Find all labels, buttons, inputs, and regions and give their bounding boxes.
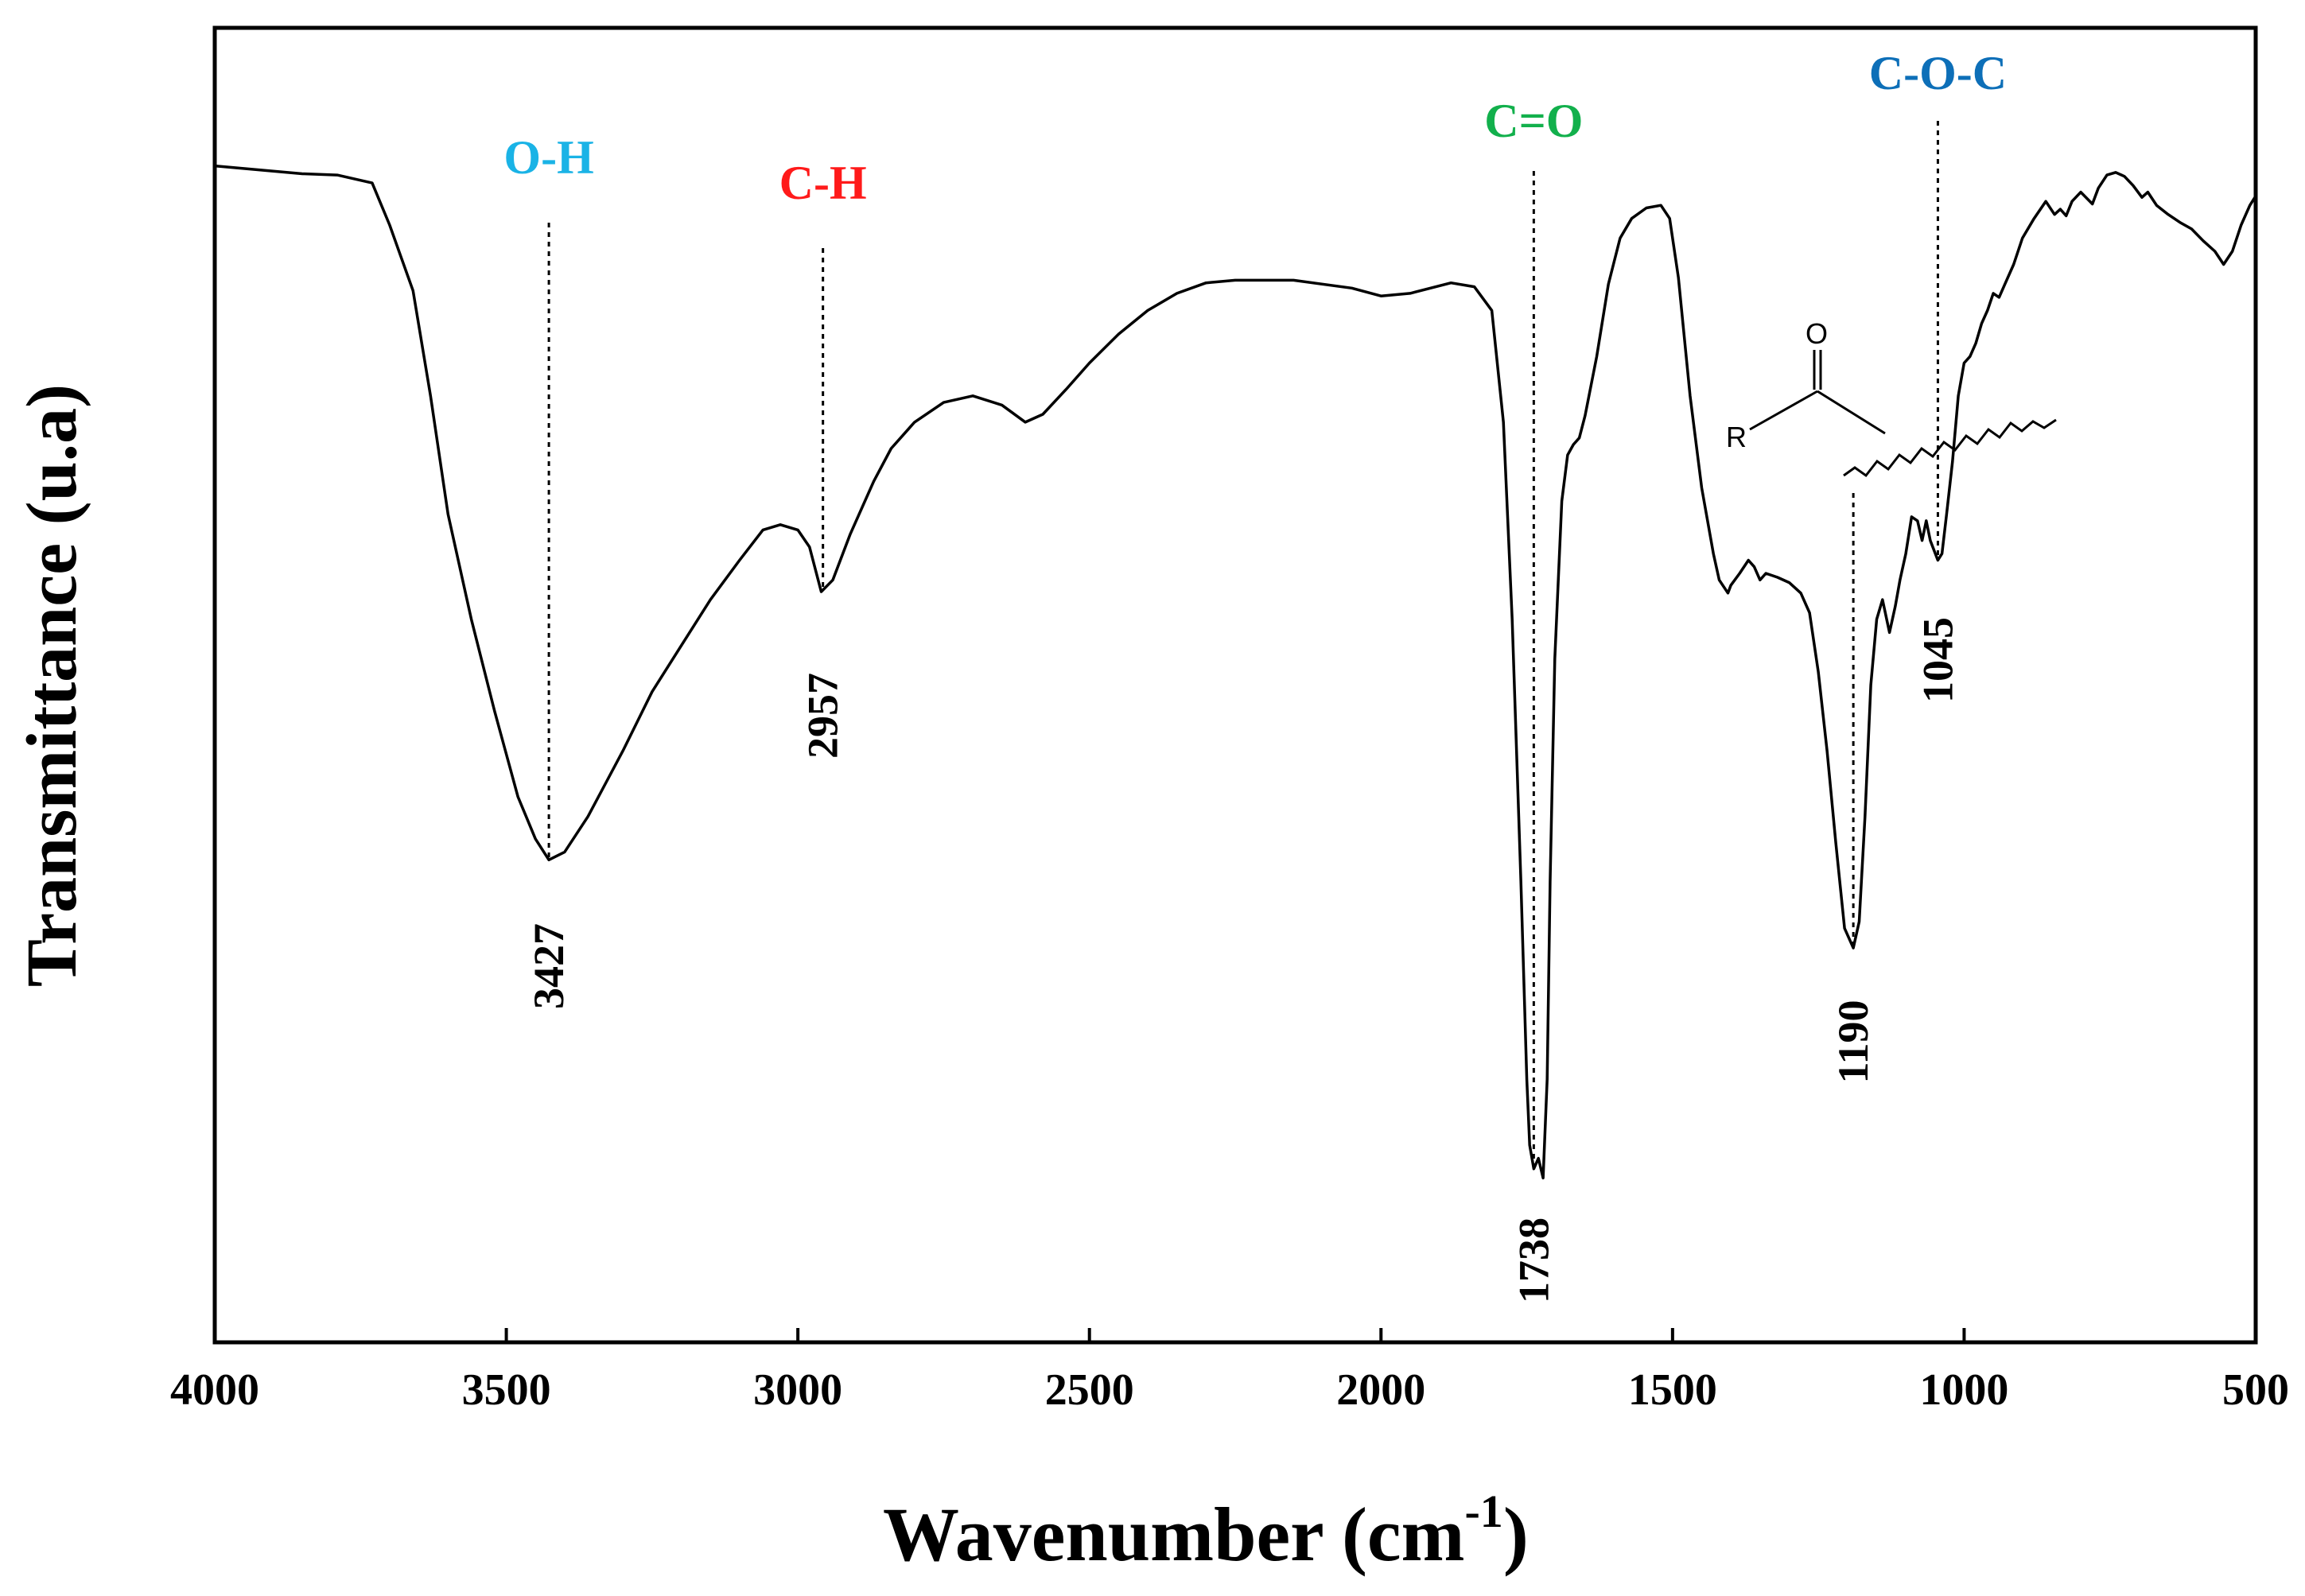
peak-label-1045: 1045	[1914, 617, 1961, 703]
plot-frame	[212, 25, 2258, 1345]
ester-structure-inset: O R	[1726, 317, 2057, 478]
x-axis-title-superscript: -1	[1464, 1485, 1502, 1537]
x-axis-title: Wavenumber (cm-1)	[883, 1485, 1529, 1577]
peak-label-1190: 1190	[1829, 1000, 1877, 1083]
group-label-c-o-c: C-O-C	[1869, 47, 2007, 99]
group-label-c-o: C=O	[1484, 95, 1583, 147]
ester-bond	[1817, 390, 1886, 435]
x-tick-label-2500: 2500	[1045, 1365, 1134, 1415]
x-tick-label-3000: 3000	[753, 1365, 842, 1415]
group-label-o-h: O-H	[503, 131, 593, 184]
spectrum-line	[214, 164, 2257, 1180]
peak-label-3427: 3427	[525, 923, 573, 1009]
x-tick-label-4000: 4000	[170, 1365, 259, 1415]
structure-r-group: R	[1726, 421, 1747, 453]
x-tick-label-500: 500	[2222, 1365, 2289, 1415]
x-axis-ticks	[213, 1328, 2257, 1342]
x-tick-label-1500: 1500	[1628, 1365, 1717, 1415]
group-label-c-h: C-H	[779, 157, 867, 209]
peak-annotations: O-H 3427 C-H 2957 C=O 1738 1190 C-O-C 1045	[503, 47, 2007, 1303]
x-axis-tick-labels: 4000 3500 3000 2500 2000 1500 1000 500	[170, 1365, 2289, 1415]
y-axis-title: Transmittance (u.a)	[13, 384, 91, 987]
x-tick-label-3500: 3500	[462, 1365, 551, 1415]
x-tick-label-2000: 2000	[1336, 1365, 1425, 1415]
peak-label-2957: 2957	[799, 673, 847, 759]
polymer-chain-squiggle	[1843, 418, 2057, 478]
x-axis-title-close: )	[1503, 1492, 1529, 1577]
peak-label-1738: 1738	[1510, 1217, 1557, 1303]
x-axis-title-main: Wavenumber (cm	[883, 1492, 1464, 1577]
r-bond	[1749, 390, 1818, 431]
structure-oxygen: O	[1806, 317, 1828, 350]
x-tick-label-1000: 1000	[1919, 1365, 2008, 1415]
